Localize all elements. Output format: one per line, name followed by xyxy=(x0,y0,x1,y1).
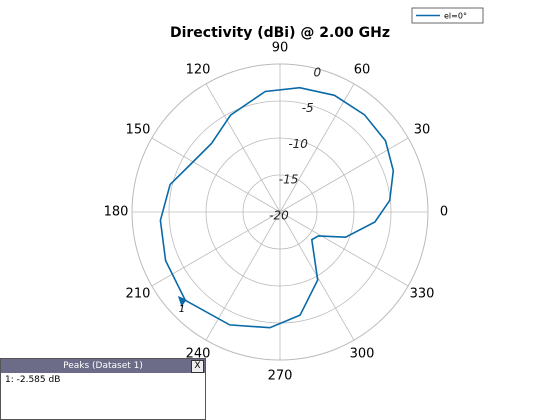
peak-row: 1: -2.585 dB xyxy=(5,375,61,385)
grid-spoke xyxy=(279,137,409,213)
theta-tick-label: 240 xyxy=(186,347,211,362)
theta-tick-label: 330 xyxy=(410,287,435,302)
theta-tick-label: 300 xyxy=(350,347,375,362)
theta-tick-label: 30 xyxy=(414,123,431,138)
theta-tick-label: 120 xyxy=(186,62,211,77)
r-tick-label: -20 xyxy=(269,208,289,222)
chart-title: Directivity (dBi) @ 2.00 GHz xyxy=(170,25,390,41)
grid-spoke xyxy=(279,211,409,287)
grid-spoke xyxy=(151,137,281,213)
panel-title: Peaks (Dataset 1) xyxy=(63,361,143,371)
r-tick-label: -10 xyxy=(288,137,308,151)
theta-tick-label: 60 xyxy=(354,62,371,77)
pattern-line xyxy=(159,86,395,329)
theta-tick-label: 270 xyxy=(268,369,293,384)
panel-rows: 1: -2.585 dB xyxy=(1,373,205,387)
theta-tick-label: 150 xyxy=(126,123,151,138)
grid-spoke xyxy=(205,83,281,213)
legend-label: el=0° xyxy=(444,12,467,21)
theta-tick-label: 90 xyxy=(272,41,289,56)
r-tick-label: -5 xyxy=(302,101,314,115)
panel-title-bar: Peaks (Dataset 1) X xyxy=(1,359,205,373)
theta-tick-label: 210 xyxy=(126,287,151,302)
legend-box xyxy=(411,7,484,24)
peaks-panel: Peaks (Dataset 1) X 1: -2.585 dB xyxy=(0,358,206,420)
peak-marker-label: 1 xyxy=(179,304,185,315)
grid-spoke xyxy=(151,211,281,287)
r-tick-label: -15 xyxy=(279,173,299,187)
r-tick-label: 0 xyxy=(313,65,321,79)
grid-spoke xyxy=(279,83,355,213)
close-button[interactable]: X xyxy=(191,360,204,373)
theta-tick-label: 0 xyxy=(440,205,448,220)
theta-tick-label: 180 xyxy=(104,205,129,220)
peak-marker xyxy=(177,295,187,308)
